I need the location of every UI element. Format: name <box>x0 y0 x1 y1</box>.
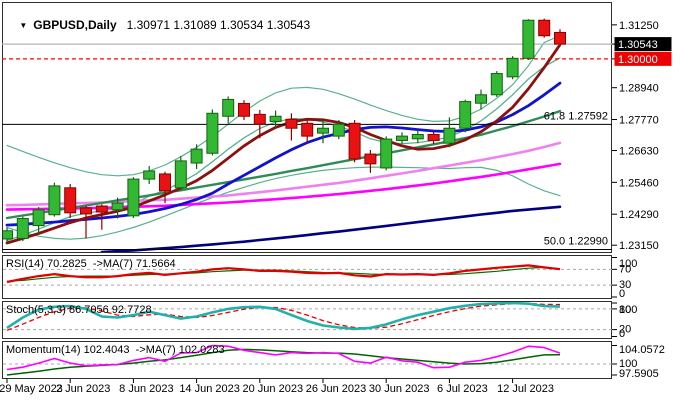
bull-candle <box>396 135 408 141</box>
candles-group <box>3 18 566 243</box>
bull-candle <box>459 101 472 129</box>
bull-candle <box>269 115 282 122</box>
stochastic-axis-label: 80 <box>619 304 631 316</box>
momentum-plot <box>6 344 561 376</box>
stoch-main-line <box>6 302 561 331</box>
stochastic-panel-border <box>2 301 612 339</box>
bear-candle <box>538 19 551 37</box>
bull-candle <box>317 127 329 134</box>
bear-candle <box>159 173 171 192</box>
bear-candle <box>554 31 566 45</box>
rsi-axis-label: 100 <box>619 258 637 270</box>
bull-candle <box>174 160 187 189</box>
bull-candle <box>506 57 519 78</box>
price-axis[interactable] <box>613 2 700 380</box>
price-axis-label: 1.24290 <box>619 209 659 221</box>
stochastic-plot <box>6 302 561 331</box>
rsi-axis-label: 70 <box>619 263 631 275</box>
date-axis-label: 6 Jul 2023 <box>437 383 488 395</box>
current-price-tag <box>614 37 672 52</box>
bull-candle <box>380 138 393 169</box>
date-axis-label: 8 Jun 2023 <box>119 383 173 395</box>
time-axis[interactable] <box>2 380 612 400</box>
date-axis-label: 29 May 2023 <box>0 383 63 395</box>
bull-candle <box>111 202 124 211</box>
bear-candle <box>301 122 314 137</box>
price-axis-label: 1.26630 <box>619 146 659 158</box>
key-level-tag-label: 1.30000 <box>618 54 658 66</box>
main-panel-border <box>2 2 612 253</box>
bull-candle <box>522 19 535 59</box>
bull-candle <box>127 178 140 217</box>
rsi-indicator-label: RSI(14) 70.2825 ->MA(7) 71.5664 <box>6 258 176 270</box>
bear-candle <box>238 102 250 117</box>
symbol-dropdown-icon[interactable]: ▼ <box>19 21 28 30</box>
ma-blue <box>5 81 562 227</box>
bull-candle <box>206 112 219 154</box>
bear-candle <box>364 153 377 165</box>
chart-title-bar: ▼ GBPUSD,Daily 1.30971 1.31089 1.30534 1.3… <box>6 4 310 46</box>
bull-candle <box>475 94 487 104</box>
bull-candle <box>143 170 156 180</box>
bear-candle <box>95 205 108 213</box>
bull-candle <box>443 127 456 144</box>
date-axis-label: 14 Jun 2023 <box>179 383 240 395</box>
key-level-tag <box>614 51 672 66</box>
bull-candle <box>32 209 45 227</box>
bear-candle <box>80 207 92 215</box>
bear-candle <box>285 118 298 129</box>
date-axis-label: 2 Jun 2023 <box>56 383 110 395</box>
stochastic-axis-label: 100 <box>619 304 637 316</box>
current-price-tag-label: 1.30543 <box>618 39 658 51</box>
price-axis-label: 1.31250 <box>619 20 659 32</box>
price-axis-label: 1.27770 <box>619 115 659 127</box>
date-axis-label: 12 Jul 2023 <box>497 383 554 395</box>
stochastic-indicator-label: Stoch(5,3,3) 86.7056 92.7728 <box>6 304 152 316</box>
bear-candle <box>253 113 266 125</box>
rsi-panel-border <box>2 255 612 299</box>
date-axis-label: 26 Jun 2023 <box>306 383 367 395</box>
fib-level-label: 50.0 1.22990 <box>544 236 608 248</box>
date-axis-label: 30 Jun 2023 <box>369 383 430 395</box>
stochastic-axis-label: 20 <box>619 324 631 336</box>
price-axis-label: 1.25460 <box>619 177 659 189</box>
bull-candle <box>332 123 345 137</box>
stoch-signal-line <box>6 302 561 331</box>
fib-level-label: 61.8 1.27592 <box>544 110 608 122</box>
momentum-axis-label: 104.0572 <box>619 344 665 356</box>
bull-candle <box>3 230 13 240</box>
rsi-axis-label: 0 <box>619 288 625 300</box>
date-axis-label: 20 Jun 2023 <box>243 383 304 395</box>
bull-candle <box>222 98 235 117</box>
rsi-line <box>6 264 561 284</box>
bull-candle <box>411 133 424 140</box>
bull-candle <box>48 185 61 216</box>
rsi-plot <box>6 264 561 284</box>
momentum-panel-border <box>2 341 612 379</box>
bull-candle <box>490 73 503 96</box>
price-axis-label: 1.23150 <box>619 240 659 252</box>
rsi-axis-label: 30 <box>619 279 631 291</box>
symbol-period-label: GBPUSD,Daily <box>33 18 117 32</box>
momentum-axis-label: 97.5905 <box>619 368 659 380</box>
main-plot <box>5 35 562 252</box>
ma-navy <box>100 205 562 252</box>
bear-candle <box>348 122 361 160</box>
bear-candle <box>427 133 440 141</box>
momentum-axis-label: 100 <box>619 358 637 370</box>
price-axis-label: 1.28940 <box>619 83 659 95</box>
momentum-line <box>6 344 561 371</box>
bull-candle <box>190 148 203 164</box>
ohlc-readout: 1.30971 1.31089 1.30534 1.30543 <box>126 18 311 32</box>
momentum-indicator-label: Momentum(14) 102.4043 ->MA(7) 102.0283 <box>6 344 225 356</box>
bull-candle <box>16 218 29 239</box>
bear-candle <box>64 187 77 214</box>
stochastic-axis-label: 0 <box>619 328 625 340</box>
bollinger-lower <box>6 166 561 240</box>
